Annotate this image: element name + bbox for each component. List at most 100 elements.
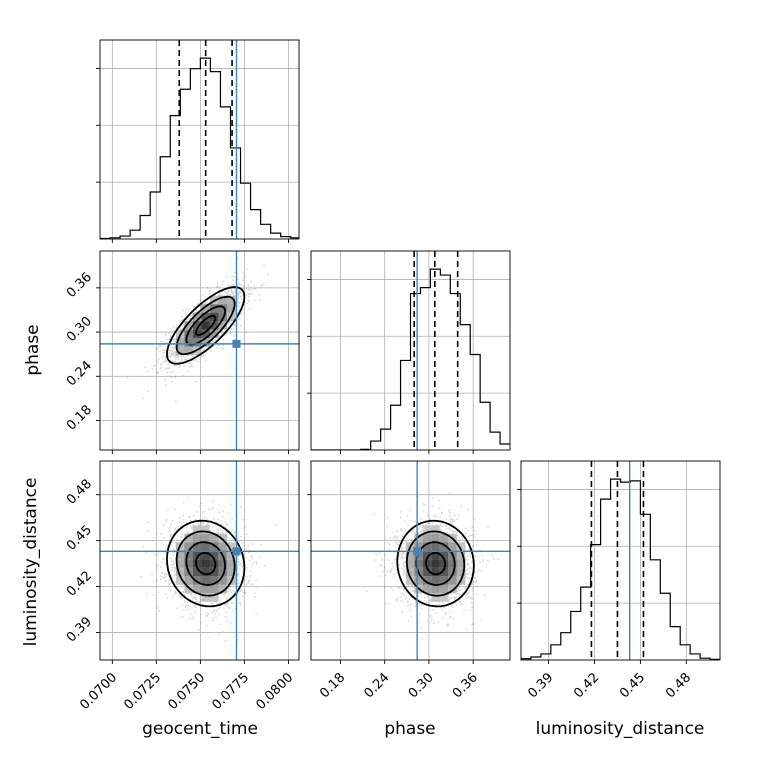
density-cell	[201, 312, 210, 322]
density-cell	[431, 533, 440, 543]
xtick-label-phase: 0.30	[406, 670, 437, 701]
contour-line-1.5	[405, 530, 466, 597]
panel-0-frame	[99, 250, 300, 451]
density-cell	[209, 576, 219, 585]
xlabel-phase: phase	[384, 719, 435, 739]
ylabel-luminosity-distance: luminosity_distance	[21, 478, 41, 647]
density-cell	[422, 576, 432, 585]
xlabel-geocent-time: geocent_time	[142, 719, 258, 739]
density-cell	[209, 550, 219, 560]
density-cell	[192, 567, 202, 577]
xtick-label-luminosity_distance: 0.39	[525, 670, 556, 701]
density-cell	[218, 304, 227, 313]
density-cell	[448, 576, 457, 585]
contour-line-1.5	[175, 295, 236, 355]
density-cell	[192, 533, 202, 543]
density-cell	[448, 559, 457, 568]
contour-line-2.0	[165, 286, 246, 365]
density-cell	[201, 559, 210, 568]
histogram-geocent_time	[100, 40, 299, 239]
ytick-label-luminosity_distance: 0.42	[64, 569, 95, 600]
ytick-label-phase: 0.30	[64, 314, 95, 345]
ytick-label-luminosity_distance: 0.48	[64, 477, 95, 508]
xtick-label-luminosity_distance: 0.42	[571, 670, 602, 701]
ytick-label-luminosity_distance: 0.39	[64, 614, 95, 645]
density-cell	[175, 559, 185, 568]
hist-step-phase	[311, 268, 510, 450]
density-cell	[192, 550, 202, 560]
density-cell	[201, 533, 210, 543]
density-cell	[209, 533, 219, 543]
density-cell	[192, 584, 202, 594]
ytick-label-phase: 0.18	[64, 403, 95, 434]
contour-line-1.0	[185, 541, 226, 586]
xtick-label-luminosity_distance: 0.48	[663, 670, 694, 701]
density-cell	[422, 525, 432, 534]
xtick-label-phase: 0.24	[361, 670, 392, 701]
density-cell	[439, 567, 449, 577]
truth-marker	[232, 547, 241, 556]
scatter-panel-phase-luminosity_distance	[311, 461, 510, 660]
xtick-label-geocent_time: 0.0700	[77, 670, 120, 713]
xtick-label-phase: 0.36	[450, 670, 481, 701]
scatter-panel-geocent_time-luminosity_distance	[100, 461, 299, 660]
density-cell	[439, 550, 449, 560]
density-cell	[439, 533, 449, 543]
density-cell	[175, 338, 185, 347]
density-cell	[218, 559, 227, 568]
density-cell	[175, 567, 185, 577]
contour-line-0.5	[195, 552, 217, 576]
density-cell	[431, 559, 440, 568]
density-cell	[209, 584, 219, 594]
density-cell	[422, 584, 432, 594]
density-cell	[439, 576, 449, 585]
density-cell	[431, 525, 440, 534]
density-cell	[209, 559, 219, 568]
density-cell	[226, 559, 236, 568]
density-cell	[184, 559, 193, 568]
ylabel-phase: phase	[23, 324, 43, 375]
density-cell	[218, 533, 227, 543]
density-cell	[184, 542, 193, 551]
xtick-label-geocent_time: 0.0800	[253, 670, 296, 713]
hist-step-geocent_time	[100, 57, 299, 239]
hist-phase-frame	[310, 250, 511, 451]
contour-line-2.0	[165, 519, 246, 608]
density-cell	[414, 542, 423, 551]
panels-layer: 0.0700 0.0725 0.0750 0.0775 0.0800 0.18 0.24 0.…	[64, 39, 721, 713]
density-cell	[192, 346, 202, 356]
density-cell	[414, 576, 423, 585]
ytick-label-phase: 0.24	[64, 358, 95, 389]
density-cell	[209, 295, 219, 305]
panel-content-0	[100, 251, 299, 450]
density-cell	[226, 567, 236, 577]
density-cell	[218, 321, 227, 330]
density-cell	[431, 593, 440, 602]
contour-line-2.0	[396, 519, 475, 608]
density-cell	[201, 567, 210, 577]
density-cell	[405, 550, 415, 560]
density-cell	[192, 576, 202, 585]
density-cell	[175, 550, 185, 560]
density-cell	[175, 576, 185, 585]
density-cell	[192, 321, 202, 330]
density-cell	[439, 593, 449, 602]
density-cell	[201, 525, 210, 534]
density-cell	[175, 346, 185, 356]
density-cell	[209, 329, 219, 339]
density-cell	[431, 584, 440, 594]
density-cell	[209, 593, 219, 602]
density-cell	[422, 533, 432, 543]
truth-marker	[232, 339, 241, 348]
density-cell	[201, 329, 210, 339]
density-cell	[201, 542, 210, 551]
density-cell	[456, 567, 466, 577]
truth-marker	[413, 547, 422, 556]
density-cell	[218, 584, 227, 594]
panel-1-frame	[99, 460, 300, 661]
density-cell	[414, 559, 423, 568]
density-cell	[226, 550, 236, 560]
density-cell	[405, 567, 415, 577]
xtick-label-luminosity_distance: 0.45	[617, 670, 648, 701]
